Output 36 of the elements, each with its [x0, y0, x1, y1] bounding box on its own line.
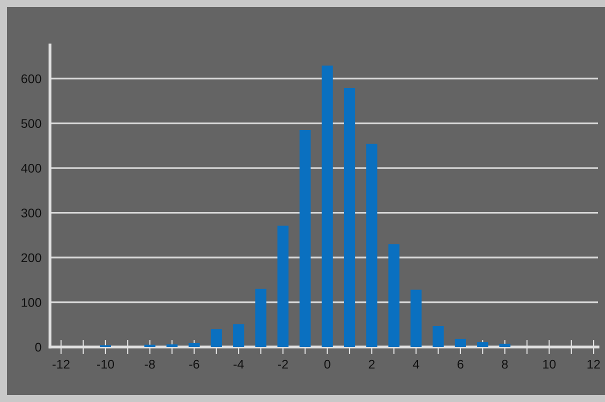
x-tick-label: 0	[324, 360, 330, 369]
y-tick-label: 500	[21, 119, 42, 128]
bar	[166, 344, 178, 347]
x-tick-label: 4	[412, 360, 420, 369]
bar	[210, 329, 222, 347]
bar	[410, 290, 422, 347]
bar	[366, 144, 378, 347]
x-tick-label: 6	[458, 360, 464, 369]
bar	[255, 288, 266, 347]
bar	[388, 244, 400, 347]
bar	[277, 226, 288, 347]
x-tick-label: 10	[543, 360, 556, 369]
bar	[432, 326, 444, 347]
bar	[454, 338, 466, 347]
y-tick-label: 100	[22, 298, 42, 307]
y-tick-label: 300	[21, 208, 42, 218]
x-tick-label: -8	[144, 360, 155, 369]
bar	[477, 342, 488, 347]
y-tick-label: 600	[21, 74, 42, 84]
x-tick-label: 2	[368, 360, 375, 369]
bar	[188, 342, 200, 347]
y-tick-label: 200	[21, 253, 42, 262]
y-tick-label: 0	[35, 342, 42, 352]
bar	[322, 66, 333, 347]
bar	[300, 130, 311, 347]
bar	[499, 344, 510, 347]
bar	[344, 88, 356, 347]
bar	[233, 324, 244, 347]
x-tick-label: -6	[189, 360, 200, 369]
x-tick-label: -4	[234, 360, 244, 369]
y-tick-label: 400	[21, 164, 42, 173]
x-tick-label: -12	[52, 360, 70, 369]
x-tick-label: -2	[278, 360, 288, 369]
x-tick-label: 8	[502, 360, 508, 369]
x-tick-label: 12	[588, 360, 600, 369]
x-tick-label: -10	[96, 360, 114, 369]
